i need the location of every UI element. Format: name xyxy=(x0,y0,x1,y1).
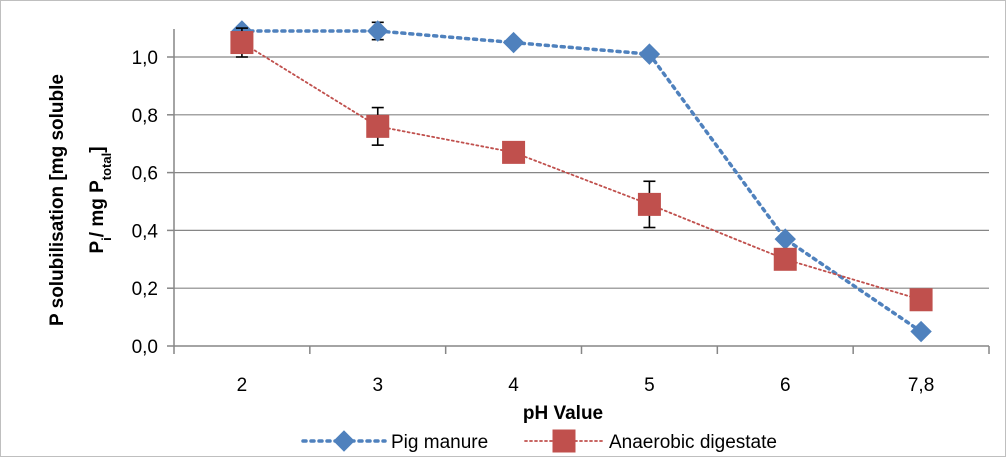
x-tick-label: 2 xyxy=(237,375,248,396)
legend-label: Pig manure xyxy=(391,432,488,453)
x-tick-label: 4 xyxy=(508,375,519,396)
legend-marker xyxy=(552,429,576,453)
gridlines xyxy=(174,56,989,289)
y-tick-label: 1,0 xyxy=(132,48,158,69)
series-anaerobic-digestate xyxy=(230,27,933,312)
data-point xyxy=(367,20,389,42)
series-line xyxy=(240,29,923,334)
data-point xyxy=(638,43,661,65)
data-point xyxy=(637,192,661,216)
y-tick-label: 0,0 xyxy=(132,337,158,358)
legend-label: Anaerobic digestate xyxy=(609,432,777,453)
data-point xyxy=(230,31,254,55)
series-line xyxy=(241,41,922,301)
y-axis-title-line2: Pi/ mg Ptotal] xyxy=(87,146,114,253)
x-tick-label: 6 xyxy=(780,375,791,396)
y-axis-title-sub1: i xyxy=(99,237,114,241)
y-axis-title: P solubilisation [mg soluble Pi/ mg Ptot… xyxy=(47,74,114,326)
y-axis-title-p3: ] xyxy=(87,146,108,152)
series-pig-manure xyxy=(231,20,932,343)
x-axis-title: pH Value xyxy=(523,403,603,424)
y-axis-title-sub2: total xyxy=(99,153,114,180)
axes: 0,0 0,2 0,4 0,6 0,8 1,0 2 3 4 5 6 7,8 xyxy=(132,29,990,396)
data-point xyxy=(366,114,390,138)
data-point xyxy=(909,288,933,312)
data-point xyxy=(502,31,525,54)
legend: Pig manure Anaerobic digestate xyxy=(301,429,777,453)
data-point xyxy=(773,247,797,271)
y-tick-label: 0,2 xyxy=(132,279,158,300)
legend-marker xyxy=(333,430,355,452)
y-tick-label: 0,4 xyxy=(132,221,159,242)
y-axis-title-line1: P solubilisation [mg soluble xyxy=(47,74,68,326)
x-tick-label: 3 xyxy=(372,375,383,396)
x-tick-label: 7,8 xyxy=(908,375,934,396)
y-tick-label: 0,8 xyxy=(132,106,158,127)
series xyxy=(230,20,933,343)
data-point xyxy=(910,320,932,343)
legend-item-pig-manure: Pig manure xyxy=(301,430,488,453)
data-point xyxy=(502,140,526,164)
y-axis-title-p1: P xyxy=(87,241,108,254)
legend-item-anaerobic-digestate: Anaerobic digestate xyxy=(524,429,777,453)
y-tick-label: 0,6 xyxy=(132,164,158,185)
y-axis-title-p2: / mg P xyxy=(87,180,108,237)
x-tick-label: 5 xyxy=(644,375,655,396)
data-point xyxy=(774,228,796,250)
